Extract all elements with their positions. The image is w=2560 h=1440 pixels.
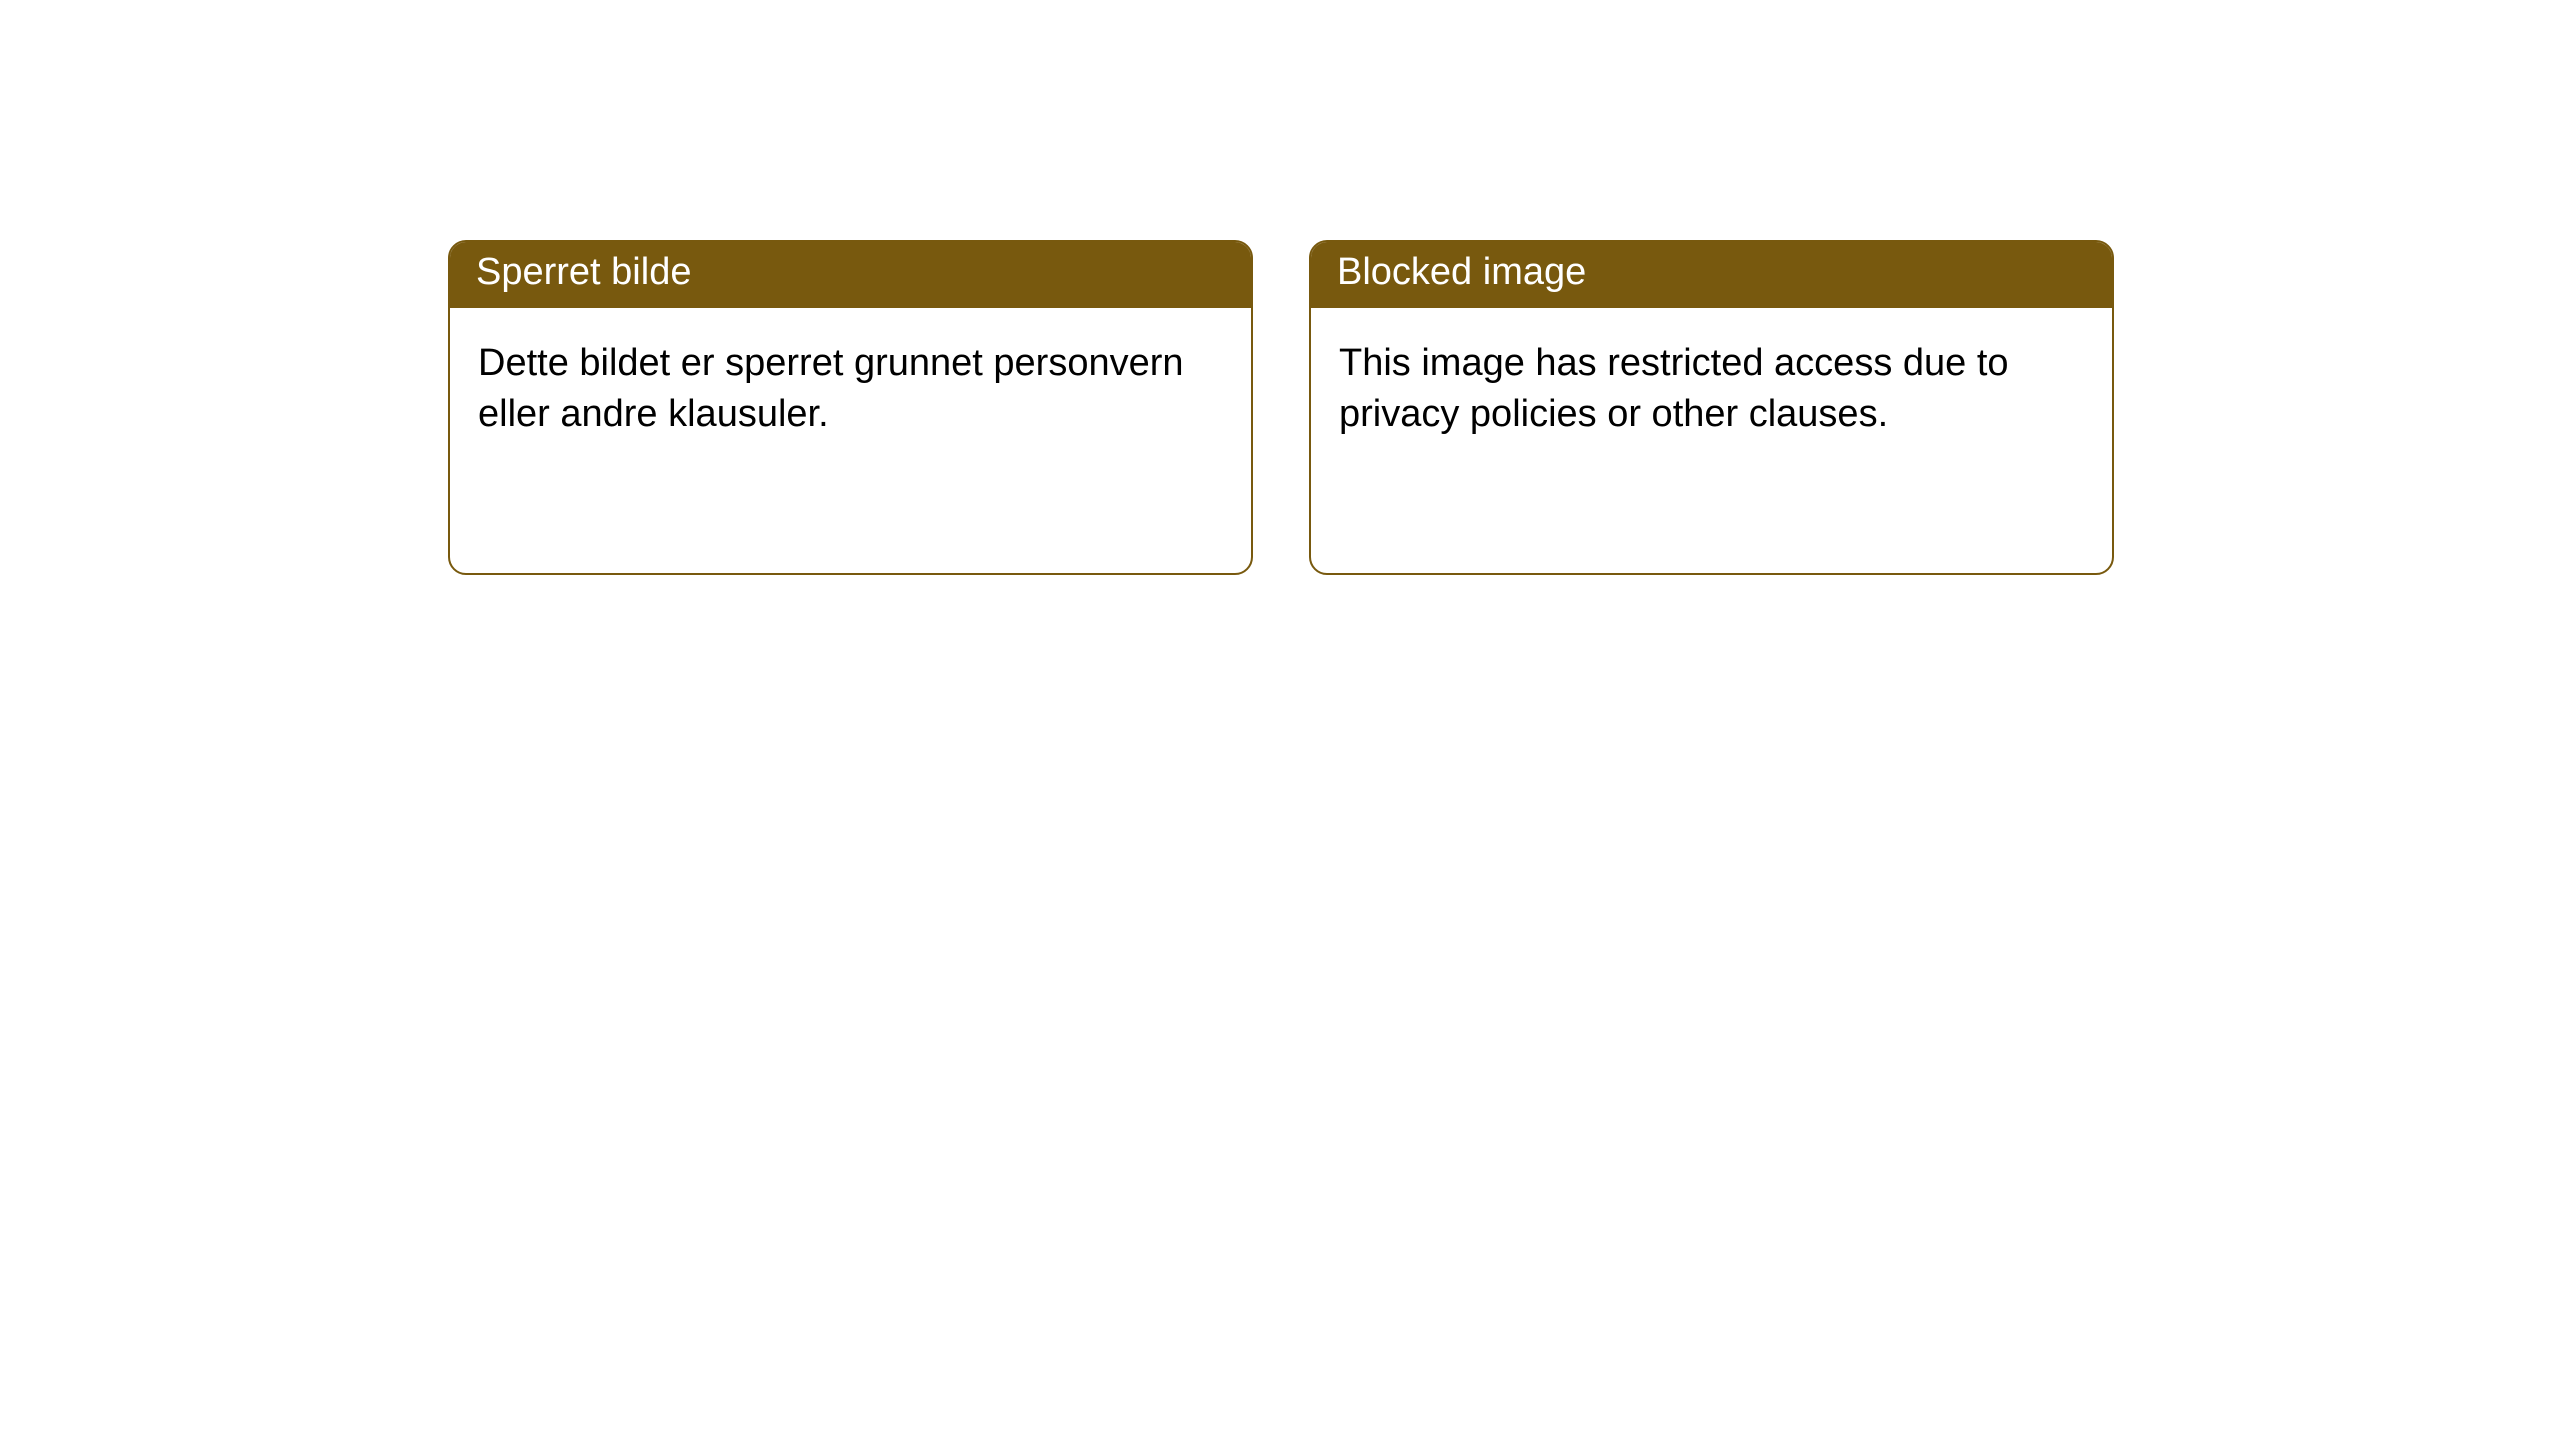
notice-body: Dette bildet er sperret grunnet personve… [450,308,1251,471]
notice-body-text: This image has restricted access due to … [1339,342,2009,435]
notice-title: Blocked image [1337,251,1586,293]
notice-header: Sperret bilde [450,242,1251,308]
notice-box-norwegian: Sperret bilde Dette bildet er sperret gr… [448,240,1253,575]
notice-title: Sperret bilde [476,251,691,293]
notice-body-text: Dette bildet er sperret grunnet personve… [478,342,1184,435]
notice-body: This image has restricted access due to … [1311,308,2112,471]
notice-header: Blocked image [1311,242,2112,308]
notice-box-english: Blocked image This image has restricted … [1309,240,2114,575]
notice-container: Sperret bilde Dette bildet er sperret gr… [0,0,2560,575]
